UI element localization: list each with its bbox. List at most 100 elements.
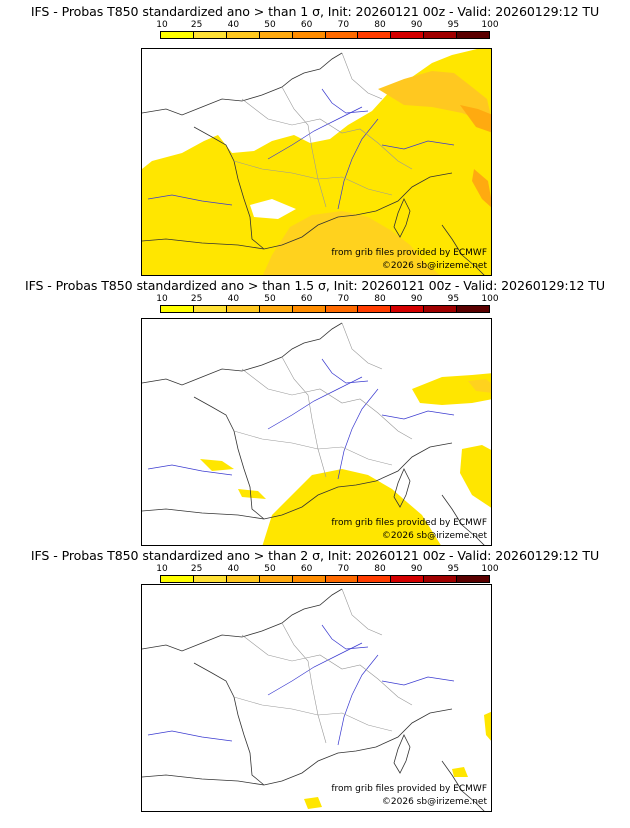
prob-area-10-small [304,797,322,809]
prob-area-10 [262,469,441,545]
colorbar-tick-label: 90 [410,564,423,574]
colorbar-tick-label: 80 [374,294,386,304]
colorbar-tick-label: 40 [227,20,240,30]
copyright-credit: ©2026 sb@irizeme.net [381,261,487,271]
colorbar-tick-label: 25 [190,294,203,304]
map-panel-2-sigma: IFS - Probas T850 standardized ano > tha… [0,548,630,824]
colorbar-swatches [160,305,490,313]
colorbar-tick-label: 80 [374,564,386,574]
prob-area-10-small-2 [452,767,468,777]
colorbar-swatch [259,306,293,312]
prob-area-10-italy [484,711,491,741]
data-source-credit: from grib files provided by ECMWF [331,518,487,528]
data-source-credit: from grib files provided by ECMWF [331,784,487,794]
coastlines [142,322,485,545]
colorbar-swatch [226,306,260,312]
colorbar: 10 25 40 50 60 70 80 90 95 100 [156,20,499,50]
colorbar-swatch [292,576,326,582]
colorbar-tick-label: 60 [300,294,313,304]
colorbar-swatch [358,576,392,582]
prob-area-50-alps [472,169,491,208]
colorbar-tick-label: 90 [410,294,423,304]
probability-map: from grib files provided by ECMWF ©2026 … [141,318,492,546]
probability-map: from grib files provided by ECMWF ©2026 … [141,584,492,812]
colorbar-tick-label: 80 [374,20,386,30]
copyright-credit: ©2026 sb@irizeme.net [381,531,487,541]
rivers [147,358,455,480]
colorbar-tick-label: 70 [337,294,350,304]
panel-title: IFS - Probas T850 standardized ano > tha… [30,548,600,563]
borders [233,52,413,208]
colorbar-tick-label: 40 [227,564,240,574]
colorbar-swatch [457,32,490,38]
coastlines [142,588,485,811]
colorbar-tick-label: 60 [300,564,313,574]
colorbar-ticks: 10 25 40 50 60 70 80 90 95 100 [156,20,498,30]
colorbar-swatch [424,32,458,38]
rivers [147,624,455,746]
prob-area-10 [142,49,491,275]
colorbar-swatches [160,31,490,39]
prob-area-10-small [200,459,266,499]
probability-map: from grib files provided by ECMWF ©2026 … [141,48,492,276]
colorbar-tick-label: 60 [300,20,313,30]
colorbar-swatch [457,306,490,312]
map-canvas [142,322,491,545]
colorbar-tick-label: 50 [264,564,276,574]
probability-shading [200,373,491,545]
coastlines [142,52,485,275]
colorbar-tick-label: 100 [481,20,499,30]
data-source-credit: from grib files provided by ECMWF [331,248,487,258]
colorbar-swatch [161,306,194,312]
colorbar-tick-label: 100 [481,564,499,574]
colorbar-swatches [160,575,490,583]
colorbar-swatch [424,576,458,582]
colorbar-tick-label: 40 [227,294,240,304]
map-panel-1-5-sigma: IFS - Probas T850 standardized ano > tha… [0,278,630,550]
colorbar-swatch [193,32,227,38]
map-canvas [142,588,491,811]
panel-title: IFS - Probas T850 standardized ano > tha… [24,278,606,293]
colorbar-swatch [391,32,425,38]
colorbar-tick-label: 50 [264,20,276,30]
colorbar-swatch [292,32,326,38]
colorbar-swatch [325,576,359,582]
colorbar-tick-label: 50 [264,294,276,304]
colorbar-swatch [325,32,359,38]
colorbar-swatch [161,576,194,582]
rivers [147,88,455,210]
colorbar-tick-label: 95 [447,294,460,304]
colorbar-swatch [292,306,326,312]
colorbar-swatch [358,306,392,312]
colorbar-tick-label: 10 [156,564,168,574]
colorbar-swatch [325,306,359,312]
colorbar-ticks: 10 25 40 50 60 70 80 90 95 100 [156,294,498,304]
colorbar: 10 25 40 50 60 70 80 90 95 100 [156,564,499,594]
colorbar-swatch [226,32,260,38]
colorbar-tick-label: 25 [190,20,203,30]
prob-area-25 [262,211,440,275]
panel-title: IFS - Probas T850 standardized ano > tha… [30,4,600,19]
colorbar-tick-label: 70 [337,564,350,574]
colorbar-swatch [391,306,425,312]
colorbar-tick-label: 100 [481,294,499,304]
probability-shading [304,711,491,809]
colorbar-tick-label: 25 [190,564,203,574]
map-canvas [142,49,491,275]
colorbar-swatch [358,32,392,38]
colorbar-tick-label: 10 [156,294,168,304]
colorbar-swatch [193,306,227,312]
colorbar-swatch [226,576,260,582]
prob-area-10-italy [460,445,491,508]
colorbar-swatch [424,306,458,312]
colorbar-tick-label: 10 [156,20,168,30]
prob-area-50 [460,105,491,133]
copyright-credit: ©2026 sb@irizeme.net [381,797,487,807]
colorbar-ticks: 10 25 40 50 60 70 80 90 95 100 [156,564,498,574]
colorbar-tick-label: 70 [337,20,350,30]
colorbar: 10 25 40 50 60 70 80 90 95 100 [156,294,499,324]
colorbar-swatch [161,32,194,38]
prob-area-40 [378,71,491,125]
prob-area-25 [468,379,491,393]
borders [233,588,413,744]
